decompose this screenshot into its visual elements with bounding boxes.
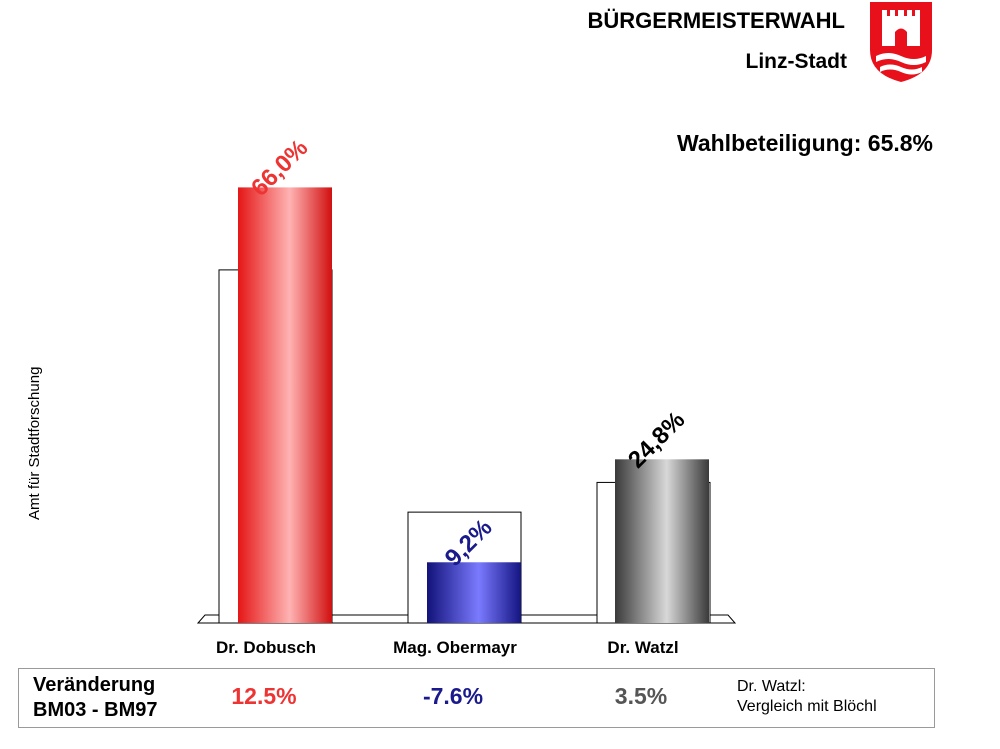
category-label-obermayr: Mag. Obermayr: [393, 638, 517, 657]
page-title: BÜRGERMEISTERWAHL: [587, 8, 846, 33]
change-label: Veränderung BM03 - BM97: [33, 673, 157, 723]
change-label-line1: Veränderung: [33, 674, 156, 696]
change-note-line2: Vergleich mit Blöchl: [737, 698, 877, 715]
change-value-watzl: 3.5%: [614, 683, 668, 709]
change-comparison-box: Veränderung BM03 - BM97 12.5% -7.6% 3.5%…: [18, 668, 935, 728]
bar-current-watzl: [615, 459, 709, 623]
change-label-line2: BM03 - BM97: [33, 699, 158, 721]
bar-current-obermayr: [427, 562, 521, 623]
turnout-label: Wahlbeteiligung: 65.8%: [676, 130, 933, 156]
linz-coat-of-arms-icon: [870, 2, 932, 82]
change-value-dobusch: 12.5%: [231, 683, 297, 709]
change-value-obermayr: -7.6%: [422, 683, 484, 709]
change-note: Dr. Watzl: Vergleich mit Blöchl: [737, 677, 877, 717]
category-label-dobusch: Dr. Dobusch: [216, 638, 316, 657]
category-label-watzl: Dr. Watzl: [607, 638, 678, 657]
change-note-line1: Dr. Watzl:: [737, 678, 806, 695]
bar-current-dobusch: [238, 187, 332, 623]
page-subtitle: Linz-Stadt: [745, 50, 847, 73]
